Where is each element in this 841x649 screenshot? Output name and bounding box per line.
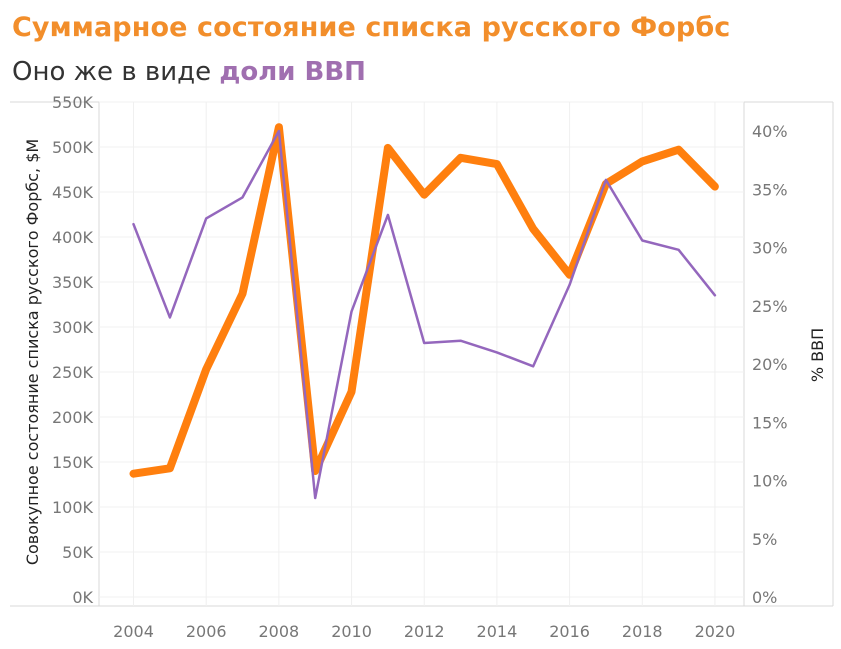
x-tick-label: 2014 [477,622,518,641]
y2-tick-label: 5% [752,530,777,549]
x-tick-label: 2010 [331,622,372,641]
y-tick-label: 100K [52,498,94,517]
y-tick-label: 350K [52,273,94,292]
y-tick-label: 150K [52,453,94,472]
y-tick-label: 450K [52,183,94,202]
series-line-wealth [129,123,719,478]
chart-title: Суммарное состояние списка русского Форб… [12,12,731,43]
y2-tick-label: 25% [752,297,788,316]
x-tick-label: 2004 [113,622,154,641]
x-tick-label: 2016 [549,622,590,641]
y2-tick-label: 35% [752,180,788,199]
x-tick-label: 2020 [695,622,736,641]
y-tick-label: 500K [52,138,94,157]
y2-tick-label: 15% [752,413,788,432]
subtitle-prefix: Оно же в виде [12,57,220,87]
right-axis-ticks: 0% 5% 10% 15% 20% 25% 30% 35% 40% [752,122,788,607]
x-axis-ticks: 2004 2006 2008 2010 2012 2014 2016 2018 2020 [113,622,735,641]
series-line-gdp-share [132,129,717,500]
y-tick-label: 200K [52,408,94,427]
y-tick-label: 250K [52,363,94,382]
chart-subtitle: Оно же в виде доли ВВП [12,57,366,87]
y2-tick-label: 10% [752,472,788,491]
grid-lines [99,101,744,606]
y-tick-label: 0K [72,588,93,607]
y2-tick-label: 0% [752,588,777,607]
subtitle-highlight: доли ВВП [219,57,366,87]
y2-tick-label: 20% [752,355,788,374]
series-lines [129,123,719,500]
x-tick-label: 2006 [186,622,227,641]
y-tick-label: 50K [62,543,93,562]
y2-tick-label: 40% [752,122,788,141]
x-tick-label: 2012 [404,622,445,641]
x-tick-label: 2018 [622,622,663,641]
y-tick-label: 400K [52,228,94,247]
left-axis-ticks: 0K 50K 100K 150K 200K 250K 300K 350K 400K 450K 500… [52,93,94,607]
x-tick-label: 2008 [259,622,300,641]
y2-tick-label: 30% [752,239,788,258]
y-tick-label: 300K [52,318,94,337]
y-axis-title: Совокупное состояние списка русского Фор… [23,139,42,565]
y-tick-label: 550K [52,93,94,112]
y2-axis-title: % ВВП [808,328,827,382]
